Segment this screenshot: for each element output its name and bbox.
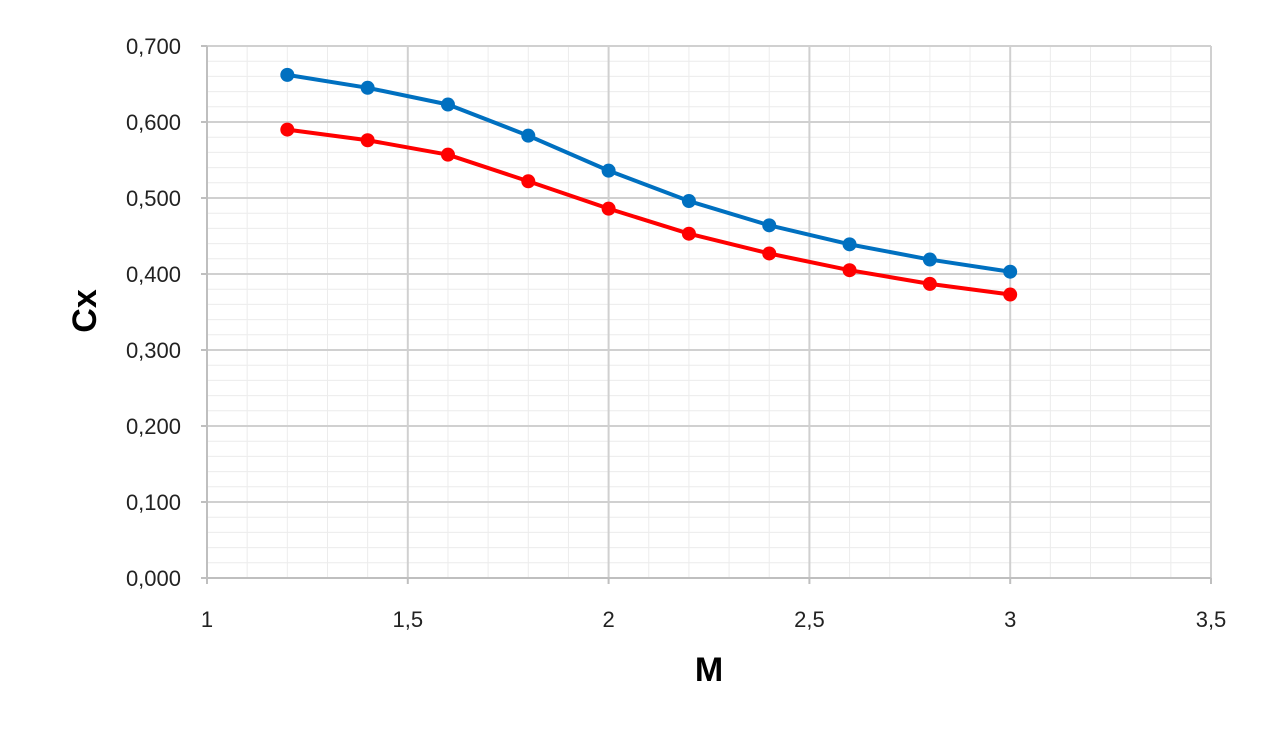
y-tick-label: 0,600 — [126, 110, 181, 135]
data-point — [842, 237, 857, 252]
data-point — [922, 276, 937, 291]
y-tick-label: 0,000 — [126, 566, 181, 591]
data-point — [440, 147, 455, 162]
x-tick-label: 1,5 — [393, 607, 424, 632]
y-tick-labels: 0,000 0,100 0,200 0,300 0,400 0,500 0,600 0,700 — [126, 34, 181, 591]
data-point — [922, 252, 937, 267]
data-point — [601, 163, 616, 178]
data-point — [842, 263, 857, 278]
axes — [201, 45, 1212, 584]
y-tick-label: 0,500 — [126, 186, 181, 211]
minor-gridlines — [207, 46, 1211, 578]
x-axis-title: M — [695, 651, 723, 689]
x-tick-label: 2,5 — [794, 607, 825, 632]
x-tick-label: 2 — [602, 607, 614, 632]
data-point — [360, 80, 375, 95]
y-axis-title: Cx — [66, 289, 104, 333]
data-point — [681, 194, 696, 209]
x-tick-label: 1 — [201, 607, 213, 632]
data-point — [440, 97, 455, 112]
series-line — [285, 127, 1013, 297]
data-point — [360, 133, 375, 148]
series-1 — [280, 67, 1018, 279]
series-line — [285, 72, 1013, 274]
data-point — [681, 226, 696, 241]
y-tick-label: 0,700 — [126, 34, 181, 59]
data-point — [521, 174, 536, 189]
data-point — [280, 122, 295, 137]
x-tick-labels: 1 1,5 2 2,5 3 3,5 — [201, 607, 1226, 632]
data-point — [762, 218, 777, 233]
y-tick-label: 0,300 — [126, 338, 181, 363]
data-point — [1003, 264, 1018, 279]
y-tick-label: 0,200 — [126, 414, 181, 439]
data-point — [521, 128, 536, 143]
data-point — [280, 67, 295, 82]
data-point — [601, 201, 616, 216]
series-2 — [280, 122, 1018, 302]
x-tick-label: 3,5 — [1196, 607, 1227, 632]
data-point — [1003, 287, 1018, 302]
data-point — [762, 246, 777, 261]
series-layer — [280, 67, 1018, 302]
y-tick-label: 0,100 — [126, 490, 181, 515]
y-tick-label: 0,400 — [126, 262, 181, 287]
x-tick-label: 3 — [1004, 607, 1016, 632]
major-gridlines — [207, 45, 1212, 578]
